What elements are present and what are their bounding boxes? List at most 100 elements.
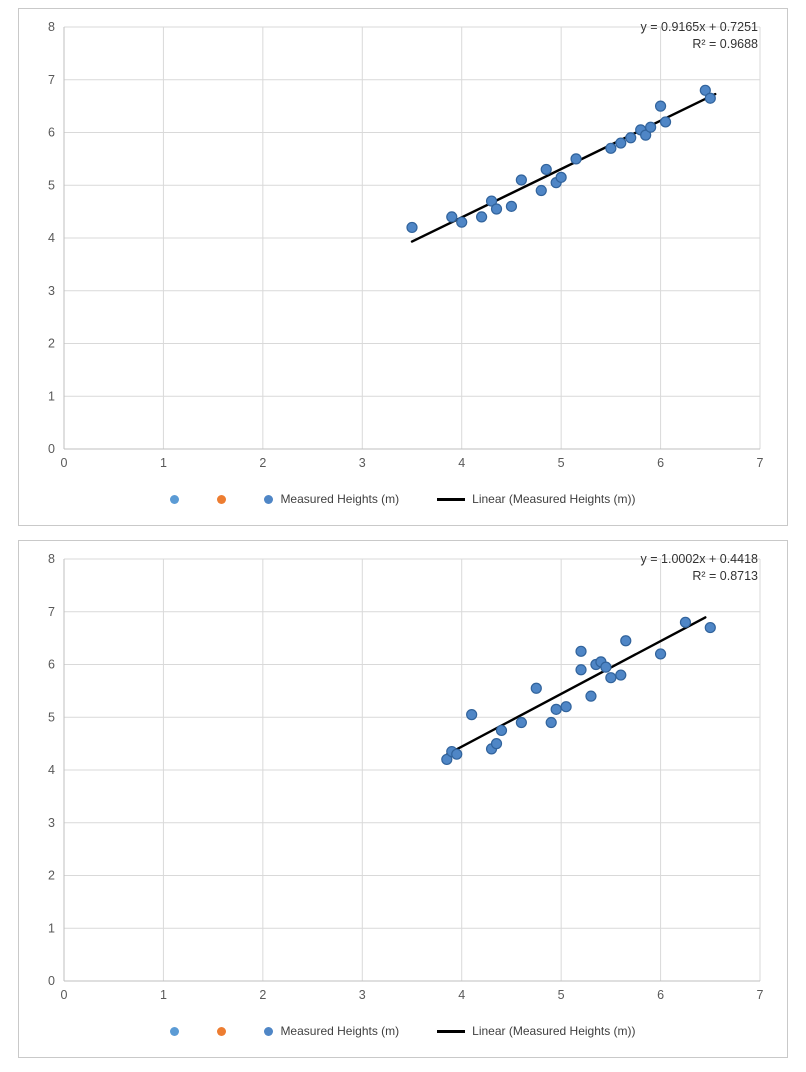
y-tick-label: 4 — [48, 231, 55, 245]
y-tick-label: 6 — [48, 126, 55, 140]
r-squared-label[interactable]: R² = 0.8713 — [692, 569, 758, 583]
data-point[interactable] — [645, 121, 657, 133]
data-point[interactable] — [535, 184, 547, 197]
y-tick-label: 1 — [48, 921, 55, 935]
legend-marker-line — [437, 1029, 466, 1033]
data-point[interactable] — [515, 174, 527, 186]
data-point[interactable] — [575, 645, 587, 657]
x-tick-label: 7 — [757, 988, 764, 1002]
legend-item[interactable]: Measured Heights (m) — [264, 492, 399, 506]
chart-legend-bottom: Measured Heights (m) Linear (Measured Hei… — [22, 1009, 784, 1053]
y-tick-label: 0 — [48, 974, 55, 988]
legend-item[interactable] — [217, 1026, 227, 1036]
y-tick-label: 5 — [48, 710, 55, 724]
x-tick-label: 0 — [61, 988, 68, 1002]
data-point[interactable] — [654, 648, 667, 660]
legend-item[interactable] — [170, 1026, 180, 1036]
legend-marker-dot — [170, 1026, 180, 1036]
chart-panel-top[interactable]: 0 1 2 3 4 5 6 7 8 0 1 2 3 4 5 6 7 y = 0.9165x + 0.7251 R² … — [18, 8, 788, 526]
data-point[interactable] — [654, 100, 667, 112]
legend-item[interactable] — [170, 494, 180, 504]
data-point[interactable] — [699, 84, 711, 96]
y-tick-label: 7 — [48, 605, 55, 619]
legend-item[interactable] — [217, 494, 227, 504]
data-point[interactable] — [570, 153, 582, 165]
scatter-chart-top[interactable]: 0 1 2 3 4 5 6 7 8 0 1 2 3 4 5 6 7 y = 0.9165x + 0.7251 R² … — [22, 13, 784, 477]
y-tick-label: 4 — [48, 763, 55, 777]
trendline[interactable] — [445, 616, 707, 756]
data-point[interactable] — [446, 211, 458, 223]
x-tick-label: 3 — [359, 988, 366, 1002]
data-point[interactable] — [515, 716, 527, 729]
data-point[interactable] — [530, 682, 542, 694]
legend-marker-line — [437, 497, 466, 501]
data-point[interactable] — [490, 203, 503, 215]
x-tick-label: 6 — [657, 988, 664, 1002]
y-tick-label: 0 — [48, 442, 55, 456]
data-point[interactable] — [456, 216, 468, 228]
equation-label[interactable]: y = 1.0002x + 0.4418 — [641, 552, 759, 566]
x-tick-label: 2 — [259, 456, 266, 470]
legend-item[interactable]: Measured Heights (m) — [264, 1024, 399, 1038]
chart-panel-bottom[interactable]: 0 1 2 3 4 5 6 7 8 0 1 2 3 4 5 6 7 y = 1.0002x + 0.4418 R² … — [18, 540, 788, 1058]
legend-item[interactable]: Linear (Measured Heights (m)) — [437, 492, 636, 506]
x-tick-label: 5 — [558, 456, 565, 470]
data-point[interactable] — [545, 716, 557, 729]
x-tick-label: 4 — [458, 988, 465, 1002]
data-point[interactable] — [615, 137, 627, 149]
data-point[interactable] — [466, 709, 478, 721]
y-tick-label: 3 — [48, 816, 55, 830]
y-tick-label: 8 — [48, 20, 55, 34]
y-tick-label: 7 — [48, 73, 55, 87]
legend-label: Measured Heights (m) — [280, 492, 400, 506]
data-point[interactable] — [550, 703, 562, 715]
legend-marker-dot — [217, 1026, 227, 1036]
data-point[interactable] — [490, 738, 503, 750]
y-tick-label: 5 — [48, 178, 55, 192]
data-point[interactable] — [485, 195, 498, 207]
data-point[interactable] — [625, 132, 637, 144]
y-tick-label: 3 — [48, 284, 55, 298]
data-point[interactable] — [560, 701, 572, 713]
legend-label: Measured Heights (m) — [280, 1024, 400, 1038]
x-tick-label: 5 — [558, 988, 565, 1002]
data-point[interactable] — [505, 200, 518, 212]
data-point[interactable] — [679, 616, 692, 628]
data-point[interactable] — [585, 690, 597, 702]
data-point[interactable] — [555, 171, 567, 183]
x-tick-label: 4 — [458, 456, 465, 470]
data-point[interactable] — [540, 163, 552, 176]
x-tick-label: 2 — [259, 988, 266, 1002]
x-tick-label: 0 — [61, 456, 68, 470]
x-tick-label: 6 — [657, 456, 664, 470]
data-point[interactable] — [406, 221, 418, 234]
equation-label[interactable]: y = 0.9165x + 0.7251 — [641, 20, 759, 34]
data-point[interactable] — [605, 672, 617, 684]
chart-legend-top: Measured Heights (m) Linear (Measured Hei… — [22, 477, 784, 521]
data-point[interactable] — [495, 724, 508, 737]
legend-label: Linear (Measured Heights (m)) — [472, 492, 636, 506]
legend-marker-dot — [264, 1026, 274, 1036]
scatter-chart-bottom[interactable]: 0 1 2 3 4 5 6 7 8 0 1 2 3 4 5 6 7 y = 1.0002x + 0.4418 R² … — [22, 545, 784, 1009]
data-point[interactable] — [659, 116, 672, 128]
data-point[interactable] — [476, 211, 488, 223]
data-point[interactable] — [605, 142, 617, 154]
data-point[interactable] — [600, 661, 612, 673]
data-point[interactable] — [704, 621, 716, 634]
data-point[interactable] — [575, 664, 587, 676]
y-tick-label: 2 — [48, 869, 55, 883]
data-point[interactable] — [704, 92, 716, 104]
data-point[interactable] — [620, 635, 632, 647]
y-tick-label: 1 — [48, 389, 55, 403]
legend-marker-dot — [170, 494, 180, 504]
legend-item[interactable]: Linear (Measured Heights (m)) — [437, 1024, 636, 1038]
data-point[interactable] — [441, 753, 453, 766]
x-tick-label: 1 — [160, 456, 167, 470]
r-squared-label[interactable]: R² = 0.9688 — [692, 37, 758, 51]
y-tick-label: 8 — [48, 552, 55, 566]
data-point[interactable] — [615, 669, 627, 681]
y-tick-label: 6 — [48, 658, 55, 672]
data-point[interactable] — [451, 748, 463, 760]
data-point[interactable] — [640, 129, 652, 141]
